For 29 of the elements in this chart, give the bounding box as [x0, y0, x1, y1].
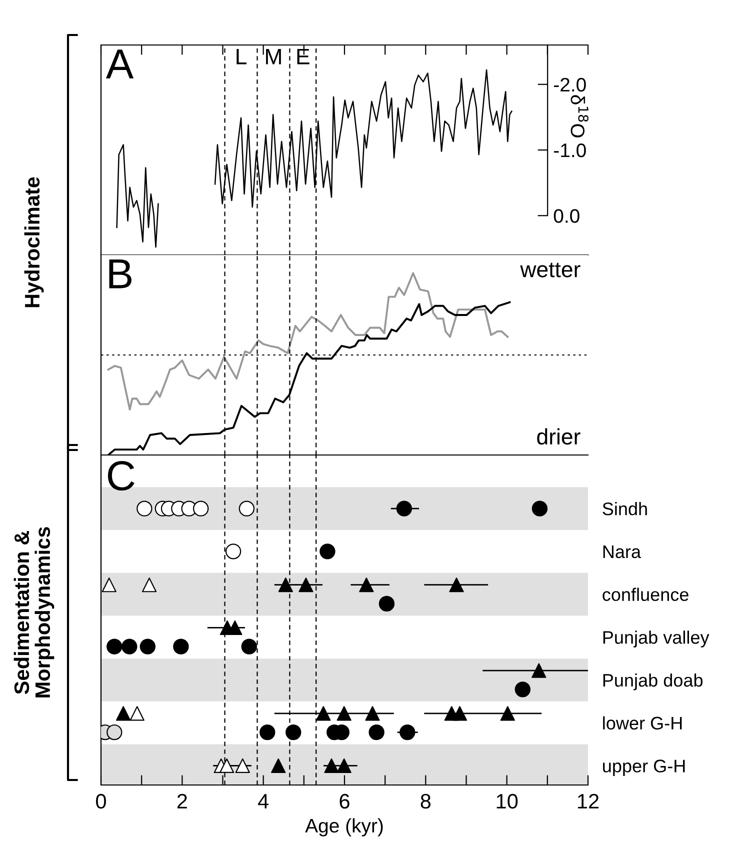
x-tick-label: 10 — [496, 794, 518, 809]
x-tick-label: 4 — [258, 794, 269, 808]
y-tick-label: 0.0 — [554, 209, 580, 223]
x-axis-title: Age (kyr) — [305, 818, 383, 836]
y-tick-label: lower G-H — [603, 716, 682, 730]
chart-title: C — [108, 461, 134, 491]
y-tick-label: -1.0 — [554, 143, 586, 158]
annotation: L — [236, 48, 246, 64]
y-tick-label: Nara — [603, 546, 642, 558]
annotation: wetter — [520, 262, 580, 278]
x-tick-label: 12 — [578, 794, 599, 808]
y-tick-label: upper G-H — [603, 760, 685, 776]
y-tick-label: -2.0 — [554, 78, 586, 92]
x-tick-label: 2 — [177, 794, 187, 808]
annotation: M — [266, 48, 281, 64]
y-tick-label: Sindh — [602, 502, 647, 516]
text: Hydroclimate — [24, 177, 44, 308]
y-tick-label: Punjab valley — [603, 630, 710, 648]
chart-title: A — [106, 50, 134, 78]
x-tick-label: 8 — [420, 794, 431, 809]
y-tick-label: confluence — [602, 588, 688, 602]
x-tick-label: 0 — [96, 794, 106, 809]
y-axis-title: δ$^{18}$O — [570, 95, 588, 138]
x-tick-label: 6 — [340, 794, 350, 809]
text: Sedimentation & Morphodynamics — [14, 527, 54, 698]
annotation: E — [297, 48, 310, 64]
y-tick-label: Punjab doab — [603, 673, 703, 690]
annotation: drier — [537, 428, 580, 445]
chart-title: B — [109, 260, 132, 288]
